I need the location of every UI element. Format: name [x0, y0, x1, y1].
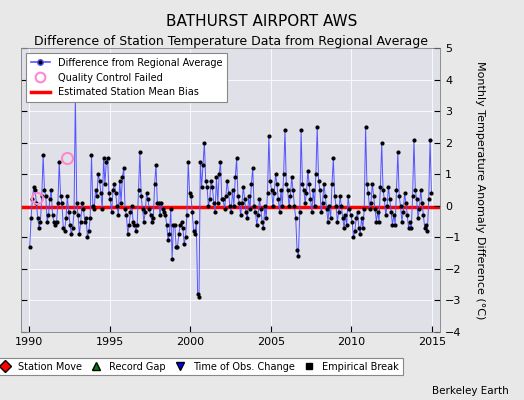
Title: Difference of Station Temperature Data from Regional Average: Difference of Station Temperature Data f…: [34, 35, 428, 48]
Legend: Station Move, Record Gap, Time of Obs. Change, Empirical Break: Station Move, Record Gap, Time of Obs. C…: [0, 358, 402, 376]
Y-axis label: Monthly Temperature Anomaly Difference (°C): Monthly Temperature Anomaly Difference (…: [475, 61, 485, 319]
Text: BATHURST AIRPORT AWS: BATHURST AIRPORT AWS: [166, 14, 358, 29]
Text: Berkeley Earth: Berkeley Earth: [432, 386, 508, 396]
